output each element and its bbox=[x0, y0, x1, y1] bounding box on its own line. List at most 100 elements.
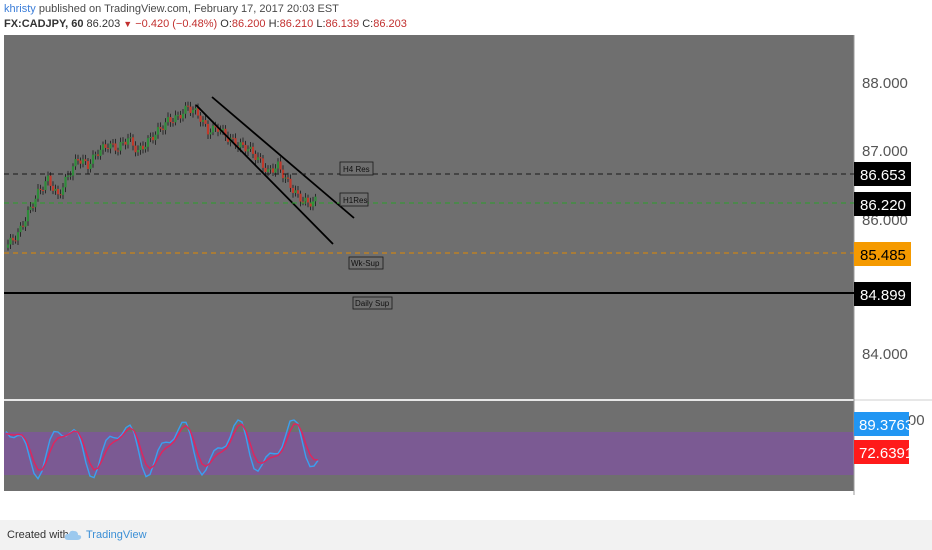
candle-body bbox=[244, 144, 247, 152]
candle-body bbox=[116, 150, 120, 152]
candle-body bbox=[191, 109, 195, 113]
low-value: 86.139 bbox=[325, 18, 360, 30]
candle-body bbox=[189, 106, 192, 113]
candle-body bbox=[41, 189, 45, 191]
candle-body bbox=[216, 127, 220, 132]
high-label: H: bbox=[268, 18, 280, 30]
candle-body bbox=[186, 105, 190, 107]
symbol-legend: FX:CADJPY, 60 86.203 ▼ −0.420 (−0.48%) O… bbox=[4, 18, 407, 30]
candle-body bbox=[134, 145, 137, 153]
candle-body bbox=[101, 144, 105, 150]
open-label: O: bbox=[220, 18, 232, 30]
candle-body bbox=[64, 176, 67, 188]
candle-body bbox=[124, 141, 127, 145]
candle-body bbox=[84, 159, 87, 162]
candle-body bbox=[309, 202, 312, 207]
price-change: −0.420 (−0.48%) bbox=[135, 18, 218, 30]
candle-body bbox=[76, 159, 80, 161]
chart-frame[interactable]: H4 Res H1Res Wk-Sup Daily Sup 88.000 87.… bbox=[0, 35, 932, 515]
candle-body bbox=[176, 114, 180, 116]
candle-body bbox=[14, 240, 17, 242]
h4-res-label: H4 Res bbox=[343, 165, 370, 174]
symbol-label[interactable]: FX:CADJPY, 60 bbox=[4, 18, 84, 30]
candle-body bbox=[299, 193, 302, 202]
candle-body bbox=[21, 225, 25, 227]
stoch-d-line[interactable] bbox=[5, 423, 319, 471]
candle-body bbox=[196, 108, 200, 116]
tradingview-link[interactable]: TradingView bbox=[86, 529, 147, 541]
candle-body bbox=[141, 145, 145, 150]
candle-body bbox=[86, 161, 90, 169]
stoch-k-line[interactable] bbox=[5, 419, 319, 480]
candle-body bbox=[54, 188, 57, 191]
h1-res-badge-text: 86.220 bbox=[860, 197, 906, 214]
close-value: 86.203 bbox=[373, 18, 407, 30]
h1-res-badge bbox=[854, 192, 911, 216]
h4-res-badge bbox=[854, 162, 911, 186]
low-label: L: bbox=[316, 18, 326, 30]
candle-body bbox=[184, 105, 187, 114]
candle-body bbox=[164, 122, 167, 131]
daily-sup-label: Daily Sup bbox=[355, 299, 390, 308]
candle-body bbox=[169, 117, 172, 123]
candle-body bbox=[179, 114, 182, 119]
candle-body bbox=[11, 237, 15, 241]
price-tick-87: 87.000 bbox=[862, 143, 908, 160]
candle-body bbox=[311, 201, 315, 207]
candle-body bbox=[16, 232, 20, 241]
candle-body bbox=[256, 157, 260, 161]
candle-body bbox=[119, 142, 122, 151]
candle-body bbox=[36, 188, 40, 199]
candle-body bbox=[226, 136, 230, 142]
candle-body bbox=[261, 158, 265, 168]
candle-body bbox=[224, 128, 227, 137]
candle-body bbox=[254, 153, 257, 161]
stoch-band bbox=[4, 432, 854, 475]
stoch-d-value: 72.6391 bbox=[859, 445, 913, 462]
candle-body bbox=[91, 154, 95, 164]
candle-body bbox=[39, 188, 42, 190]
candle-body bbox=[154, 134, 157, 141]
publish-info: khristy published on TradingView.com, Fe… bbox=[4, 3, 339, 15]
footer-bar: Created with TradingView bbox=[0, 520, 932, 550]
candle-body bbox=[231, 137, 235, 139]
wk-sup-badge bbox=[854, 242, 911, 266]
candle-body bbox=[259, 157, 262, 159]
candle-body bbox=[304, 197, 307, 202]
candle-body bbox=[126, 138, 130, 145]
channel-lower-line[interactable] bbox=[195, 104, 334, 245]
candle-body bbox=[156, 127, 160, 135]
candle-body bbox=[199, 115, 202, 122]
stoch-k-badge bbox=[854, 412, 909, 436]
created-with-text: Created with bbox=[7, 529, 69, 541]
candle-body bbox=[106, 147, 110, 149]
candle-body bbox=[239, 142, 242, 148]
candle-body bbox=[19, 225, 22, 233]
candle-body bbox=[69, 175, 72, 177]
price-chart[interactable]: H4 Res H1Res Wk-Sup Daily Sup 88.000 87.… bbox=[0, 35, 932, 515]
plot-area[interactable] bbox=[4, 35, 854, 399]
candle-body bbox=[96, 154, 100, 156]
candle-body bbox=[211, 125, 215, 133]
down-arrow-icon: ▼ bbox=[123, 19, 133, 29]
candle-body bbox=[79, 160, 82, 164]
candle-body bbox=[246, 148, 250, 152]
h4-res-badge-text: 86.653 bbox=[860, 167, 906, 184]
candle-body bbox=[301, 201, 305, 203]
candle-body bbox=[6, 244, 10, 248]
candle-body bbox=[66, 175, 70, 177]
candle-body bbox=[31, 206, 35, 208]
candle-body bbox=[114, 143, 117, 151]
candle-body bbox=[266, 169, 270, 172]
candle-body bbox=[139, 145, 142, 151]
candle-body bbox=[286, 177, 290, 179]
candle-body bbox=[9, 237, 12, 245]
candle-body bbox=[279, 161, 282, 170]
candle-body bbox=[44, 181, 47, 191]
author-link[interactable]: khristy bbox=[4, 3, 36, 15]
channel-upper-line[interactable] bbox=[211, 96, 355, 219]
candle-body bbox=[264, 167, 267, 172]
candle-body bbox=[144, 146, 147, 150]
price-tick-86: 86.000 bbox=[862, 212, 908, 229]
candle-body bbox=[241, 142, 245, 145]
